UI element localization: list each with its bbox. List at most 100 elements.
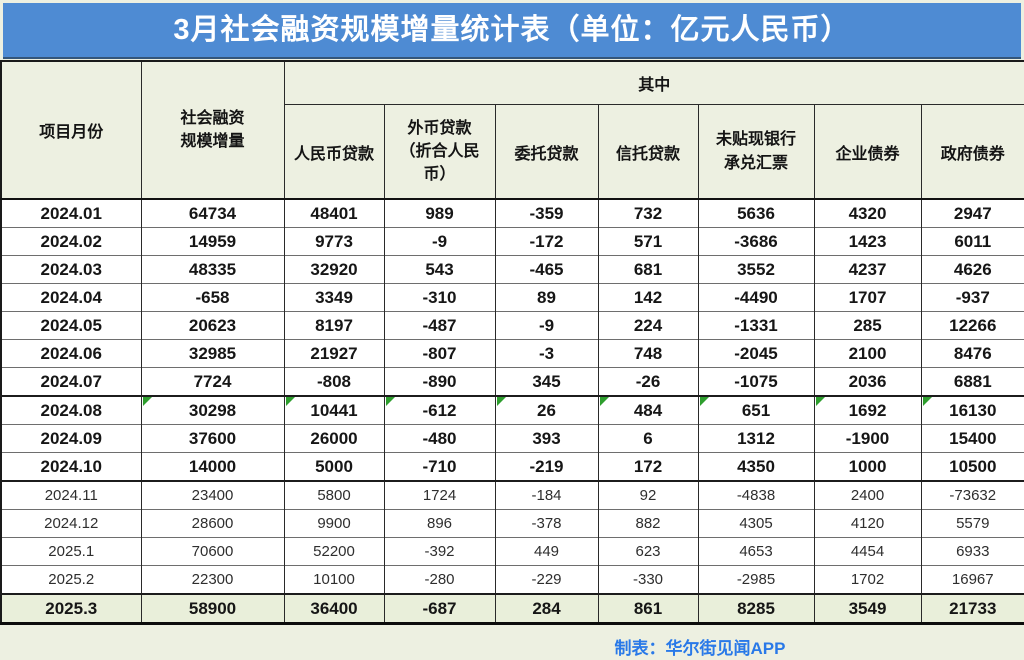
value-cell: 52200 (283, 537, 385, 566)
month-cell: 2025.2 (0, 565, 142, 594)
value-cell: -2985 (697, 565, 815, 594)
column-header-government-bonds: 政府债券 (920, 104, 1024, 200)
value-cell: -229 (494, 565, 599, 594)
value-cell: 12266 (920, 311, 1024, 340)
value-cell: 1692 (813, 395, 922, 425)
value-cell: 6881 (920, 367, 1024, 396)
value-cell: 5000 (283, 452, 385, 481)
comment-flag-icon (142, 397, 152, 406)
value-cell: 26 (494, 395, 599, 425)
value-cell: -710 (383, 452, 496, 481)
value-cell: 2947 (920, 198, 1024, 228)
value-cell: 16967 (920, 565, 1024, 594)
value-cell: -807 (383, 339, 496, 368)
value-cell: 4626 (920, 255, 1024, 284)
table-row: 2024.10 14000 5000 -710 -219 172 4350 1000 10500 (0, 452, 1024, 481)
value-cell: -26 (597, 367, 699, 396)
column-header-trust-loans: 信托贷款 (597, 104, 699, 200)
value-cell: 6 (597, 424, 699, 453)
value-cell: 64734 (140, 198, 285, 228)
value-cell: -3686 (697, 227, 815, 256)
value-cell: -1900 (813, 424, 922, 453)
value-cell: 3349 (283, 283, 385, 312)
month-cell: 2024.08 (0, 395, 142, 425)
value-cell: 26000 (283, 424, 385, 453)
value-cell: -4490 (697, 283, 815, 312)
value-cell: 58900 (140, 593, 285, 624)
value-cell: 4237 (813, 255, 922, 284)
table-row: 2024.07 7724 -808 -890 345 -26 -1075 2036 6881 (0, 367, 1024, 396)
value-cell: 345 (494, 367, 599, 396)
value-cell: 861 (597, 593, 699, 624)
value-cell: -392 (383, 537, 496, 566)
month-cell: 2024.10 (0, 452, 142, 481)
value-cell: -487 (383, 311, 496, 340)
value-cell: 882 (597, 509, 699, 538)
table-row: 2024.02 14959 9773 -9 -172 571 -3686 1423 6011 (0, 227, 1024, 256)
value-cell: 23400 (140, 480, 285, 510)
value-cell: 48335 (140, 255, 285, 284)
value-cell: 21733 (920, 593, 1024, 624)
value-cell: 543 (383, 255, 496, 284)
value-cell: -310 (383, 283, 496, 312)
column-header-undiscounted-bankers-acceptances: 未贴现银行承兑汇票 (697, 104, 815, 200)
value-cell: 4120 (813, 509, 922, 538)
column-header-total: 社会融资规模增量 (140, 60, 285, 200)
value-cell: -2045 (697, 339, 815, 368)
month-cell: 2024.02 (0, 227, 142, 256)
value-cell: 284 (494, 593, 599, 624)
table-row: 2024.05 20623 8197 -487 -9 224 -1331 285 12266 (0, 311, 1024, 340)
value-cell: 16130 (920, 395, 1024, 425)
column-header-fx-loans: 外币贷款（折合人民币） (383, 104, 496, 200)
value-cell: -330 (597, 565, 699, 594)
value-cell: 5636 (697, 198, 815, 228)
value-cell: 2036 (813, 367, 922, 396)
value-cell: 8476 (920, 339, 1024, 368)
month-cell: 2024.11 (0, 480, 142, 510)
column-header-corporate-bonds: 企业债券 (813, 104, 922, 200)
value-cell: 89 (494, 283, 599, 312)
value-cell: 172 (597, 452, 699, 481)
month-cell: 2024.04 (0, 283, 142, 312)
value-cell: 70600 (140, 537, 285, 566)
value-cell: 30298 (140, 395, 285, 425)
value-cell: 896 (383, 509, 496, 538)
value-cell: 32985 (140, 339, 285, 368)
value-cell: 8197 (283, 311, 385, 340)
value-cell: 449 (494, 537, 599, 566)
value-cell: -219 (494, 452, 599, 481)
table-row: 2024.06 32985 21927 -807 -3 748 -2045 2100 8476 (0, 339, 1024, 368)
value-cell: -3 (494, 339, 599, 368)
value-cell: 48401 (283, 198, 385, 228)
value-cell: 989 (383, 198, 496, 228)
value-cell: 92 (597, 480, 699, 510)
value-cell: 1423 (813, 227, 922, 256)
value-cell: 36400 (283, 593, 385, 624)
footer-credit: 制表：华尔街见闻APP (614, 639, 786, 658)
value-cell: 4454 (813, 537, 922, 566)
value-cell: 2100 (813, 339, 922, 368)
month-cell: 2024.03 (0, 255, 142, 284)
table-row: 2024.03 48335 32920 543 -465 681 3552 4237 4626 (0, 255, 1024, 284)
value-cell: 1000 (813, 452, 922, 481)
value-cell: -658 (140, 283, 285, 312)
value-cell: 5579 (920, 509, 1024, 538)
value-cell: -1331 (697, 311, 815, 340)
table-row: 2024.11 23400 5800 1724 -184 92 -4838 2400 -7363… (0, 480, 1024, 510)
value-cell: 748 (597, 339, 699, 368)
column-header-total-label: 社会融资规模增量 (180, 109, 245, 150)
value-cell: 15400 (920, 424, 1024, 453)
table-row: 2024.04 -658 3349 -310 89 142 -4490 1707 -937 (0, 283, 1024, 312)
value-cell: 142 (597, 283, 699, 312)
value-cell: 224 (597, 311, 699, 340)
column-header-undiscounted-bankers-acceptances-label: 未贴现银行承兑汇票 (715, 131, 796, 172)
comment-flag-icon (285, 397, 295, 406)
value-cell: 21927 (283, 339, 385, 368)
table-row: 2024.12 28600 9900 896 -378 882 4305 4120 5579 (0, 509, 1024, 538)
value-cell: 1707 (813, 283, 922, 312)
sofr-statistics-table: 项目月份 社会融资规模增量 其中 人民币贷款 外币贷款（折合人民币） 委托贷款 … (0, 60, 1024, 625)
table-row: 2025.1 70600 52200 -392 449 623 4653 4454 6933 (0, 537, 1024, 566)
value-cell: -480 (383, 424, 496, 453)
table-row: 2025.2 22300 10100 -280 -229 -330 -2985 1702 169… (0, 565, 1024, 594)
value-cell: -687 (383, 593, 496, 624)
